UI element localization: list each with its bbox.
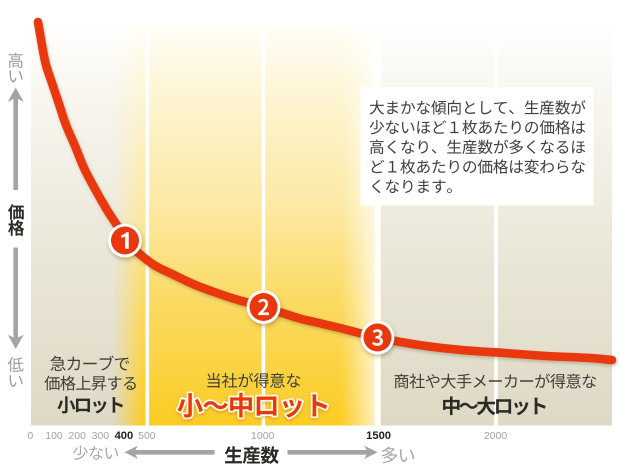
svg-text:1500: 1500 [366,430,391,442]
svg-text:1000: 1000 [251,430,275,442]
svg-text:200: 200 [68,430,86,442]
svg-text:2000: 2000 [484,430,508,442]
svg-text:300: 300 [92,430,110,442]
svg-text:500: 500 [138,430,156,442]
svg-text:400: 400 [115,430,134,442]
svg-text:100: 100 [45,430,63,442]
svg-text:0: 0 [27,430,33,442]
